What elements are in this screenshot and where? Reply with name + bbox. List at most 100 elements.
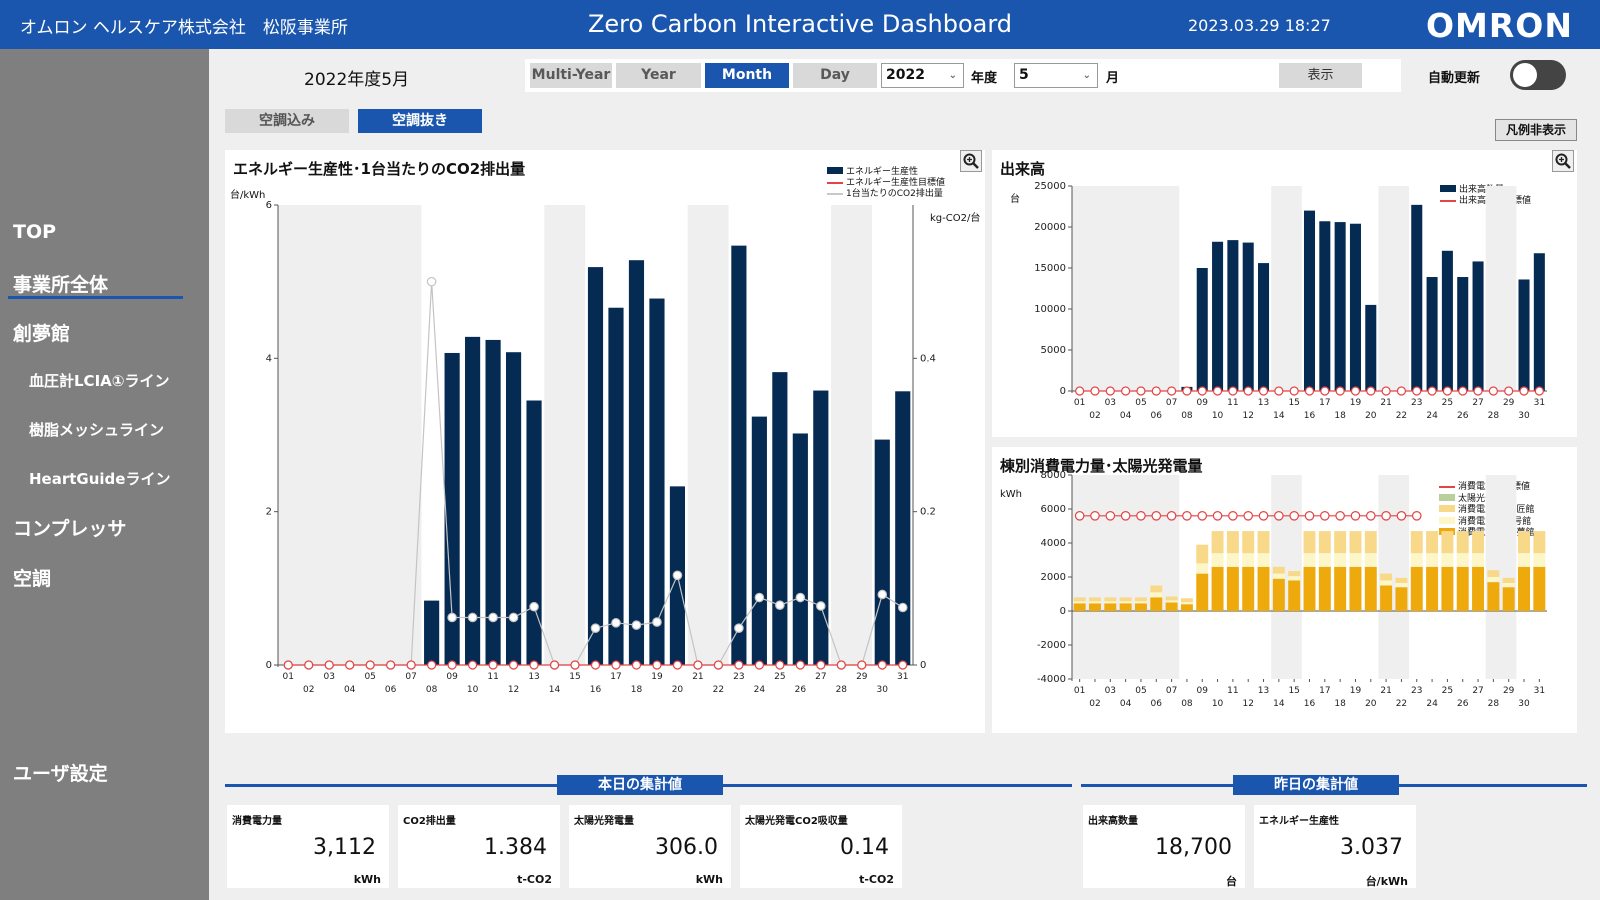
- nigokan-power-bar: [1180, 602, 1193, 605]
- holiday-band: [1485, 186, 1517, 391]
- sidebar-active-indicator: [8, 296, 183, 299]
- zoom-icon[interactable]: [1552, 150, 1574, 172]
- energy-target-marker: [427, 660, 437, 670]
- power-target-marker: [1381, 511, 1391, 521]
- energy-productivity-bar: [874, 439, 890, 665]
- auto-refresh-toggle[interactable]: [1510, 60, 1566, 90]
- x-tick-label: 09: [1197, 398, 1209, 408]
- legend-hide-button[interactable]: 凡例非表示: [1495, 119, 1577, 141]
- output-bar: [1303, 210, 1316, 391]
- energy-productivity-bar: [772, 372, 788, 665]
- power-target-marker: [1258, 511, 1269, 521]
- x-tick-label: 07: [1166, 686, 1177, 696]
- somukan-power-bar: [1426, 566, 1439, 611]
- month-select[interactable]: 5 ⌄: [1014, 63, 1098, 88]
- energy-target-marker: [488, 660, 498, 670]
- ac-included-button[interactable]: 空調込み: [225, 109, 349, 133]
- x-tick-label: 30: [1518, 411, 1530, 421]
- x-tick-label: 12: [1242, 411, 1253, 421]
- output-target-marker: [1458, 386, 1468, 396]
- segment-year[interactable]: Year: [616, 63, 701, 88]
- x-tick-label: 03: [1105, 686, 1116, 696]
- sidebar-item-air-conditioning[interactable]: 空調: [13, 568, 52, 590]
- output-bar: [1334, 222, 1346, 391]
- somukan-power-bar: [1196, 573, 1209, 611]
- sidebar-item-top[interactable]: TOP: [13, 221, 57, 243]
- year-select[interactable]: 2022 ⌄: [881, 63, 964, 88]
- nigokan-power-bar: [1196, 563, 1209, 574]
- sosho-power-bar: [1242, 531, 1255, 554]
- segment-multi-year[interactable]: Multi-Year: [530, 63, 612, 88]
- output-target-marker: [1335, 386, 1345, 396]
- sosho-power-bar: [1134, 597, 1147, 602]
- x-tick-label: 31: [1534, 686, 1545, 696]
- card-unit: t-CO2: [517, 873, 552, 886]
- auto-refresh-label: 自動更新: [1428, 71, 1481, 86]
- omron-logo: omron: [1426, 6, 1573, 45]
- power-target-marker: [1074, 511, 1085, 521]
- somukan-power-bar: [1334, 566, 1347, 611]
- co2-per-unit-marker: [754, 592, 765, 603]
- energy-target-marker: [345, 660, 355, 670]
- x-tick-label: 26: [795, 685, 807, 695]
- somukan-power-bar: [1211, 566, 1224, 611]
- x-tick-label: 27: [1472, 398, 1483, 408]
- x-tick-label: 02: [1089, 411, 1100, 421]
- somukan-power-bar: [1150, 597, 1163, 611]
- sidebar-item-user-settings[interactable]: ユーザ設定: [13, 763, 108, 785]
- show-button[interactable]: 表示: [1279, 63, 1362, 88]
- sidebar-item-heartguide-line[interactable]: HeartGuideライン: [29, 470, 171, 488]
- x-tick-label: 09: [446, 672, 458, 682]
- x-tick-label: 21: [1380, 686, 1391, 696]
- nigokan-power-bar: [1456, 553, 1469, 567]
- y-tick-label: 10000: [1034, 304, 1066, 315]
- nigokan-power-bar: [1165, 600, 1178, 603]
- x-tick-label: 27: [815, 672, 826, 682]
- x-tick-label: 22: [713, 685, 724, 695]
- y-tick-label: 15000: [1034, 263, 1066, 274]
- sosho-power-bar: [1196, 544, 1209, 564]
- output-target-marker: [1182, 386, 1192, 396]
- legend-swatch: [827, 167, 843, 174]
- somukan-power-bar: [1226, 566, 1239, 611]
- x-tick-label: 24: [1426, 699, 1438, 709]
- somukan-power-bar: [1303, 566, 1316, 611]
- card-unit: 台/kWh: [1365, 875, 1408, 888]
- output-target-marker: [1366, 386, 1376, 396]
- card-value: 3.037: [1340, 835, 1403, 860]
- segment-month[interactable]: Month: [705, 63, 789, 88]
- output-target-marker: [1350, 386, 1361, 396]
- output-target-marker: [1504, 386, 1514, 396]
- nigokan-power-bar: [1303, 553, 1316, 567]
- card-value: 18,700: [1155, 835, 1232, 860]
- ac-excluded-button[interactable]: 空調抜き: [358, 109, 482, 133]
- power-target-marker: [1335, 511, 1345, 521]
- somukan-power-bar: [1518, 566, 1530, 611]
- energy-target-marker: [467, 660, 478, 670]
- period-label: 2022年度5月: [304, 70, 410, 90]
- x-tick-label: 26: [1457, 411, 1469, 421]
- energy-productivity-bar: [649, 298, 665, 665]
- today-summary-heading: 本日の集計値: [557, 775, 723, 795]
- x-tick-label: 14: [1273, 699, 1285, 709]
- co2-per-unit-marker: [467, 612, 478, 623]
- sidebar-item-site-overall[interactable]: 事業所全体: [13, 274, 109, 296]
- sosho-power-bar: [1364, 531, 1377, 554]
- sidebar-item-resin-mesh-line[interactable]: 樹脂メッシュライン: [29, 421, 165, 439]
- nigokan-power-bar: [1533, 553, 1546, 567]
- sidebar-item-somukan[interactable]: 創夢館: [13, 323, 71, 345]
- sidebar-item-compressor[interactable]: コンプレッサ: [13, 518, 127, 540]
- energy-chart-panel: エネルギー生産性･1台当たりのCO2排出量 台/kWh kg-CO2/台 エネル…: [225, 150, 985, 733]
- legend-swatch: [1440, 185, 1456, 192]
- co2-per-unit-marker: [529, 601, 539, 612]
- output-bar: [1227, 240, 1239, 391]
- power-target-marker: [1136, 511, 1146, 521]
- zoom-icon[interactable]: [960, 150, 982, 172]
- power-target-marker: [1212, 511, 1223, 521]
- segment-day[interactable]: Day: [793, 63, 877, 88]
- summary-card-co2-emission: CO2排出量 1.384 t-CO2: [398, 805, 560, 888]
- x-tick-label: 10: [1212, 411, 1224, 421]
- sosho-power-bar: [1426, 531, 1439, 554]
- sidebar-item-lcia-line[interactable]: 血圧計LCIA①ライン: [29, 372, 170, 390]
